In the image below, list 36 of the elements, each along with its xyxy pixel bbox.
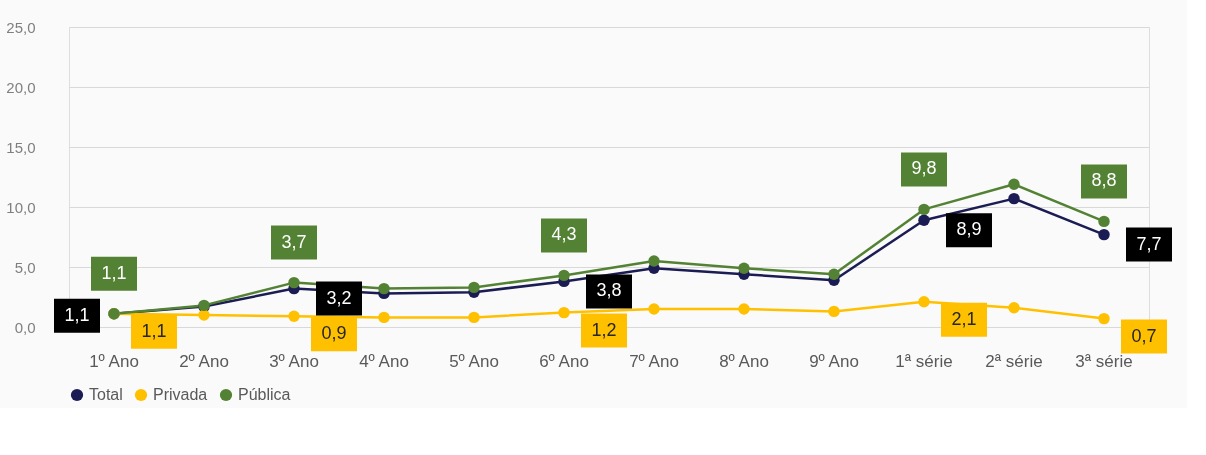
x-tick-label: 2º Ano [179,351,229,371]
x-tick-label: 8º Ano [719,351,769,371]
x-tick-label: 1º Ano [89,351,139,371]
data-label: 1,1 [64,304,90,325]
y-tick-label: 10,0 [6,198,36,216]
y-tick-label: 5,0 [14,258,36,276]
x-tick-label: 5º Ano [449,351,499,371]
x-tick-label: 3ª série [1075,351,1133,371]
legend-label: Total [89,386,123,403]
data-label: 3,2 [326,287,352,308]
data-label: 3,8 [596,280,622,301]
x-tick-label: 6º Ano [539,351,589,371]
data-label: 1,2 [591,319,617,340]
x-tick-label: 1ª série [895,351,953,371]
y-tick-label: 25,0 [6,18,36,36]
legend-label: Pública [238,386,291,403]
x-tick-label: 7º Ano [629,351,679,371]
x-tick-label: 4º Ano [359,351,409,371]
y-tick-label: 20,0 [6,78,36,96]
data-label: 3,7 [281,231,307,252]
data-label: 8,8 [1091,170,1117,191]
data-label: 4,3 [551,224,577,245]
x-tick-label: 9º Ano [809,351,859,371]
data-label: 9,8 [911,158,937,179]
data-label: 0,9 [321,323,347,344]
x-tick-label: 3º Ano [269,351,319,371]
y-tick-label: 0,0 [14,318,36,336]
y-tick-label: 15,0 [6,138,36,156]
data-label: 1,1 [101,262,127,283]
data-label: 7,7 [1136,233,1162,254]
data-label: 0,7 [1131,325,1157,346]
legend-label: Privada [153,386,208,403]
data-label: 2,1 [951,308,977,329]
data-label: 1,1 [141,320,167,341]
x-tick-label: 2ª série [985,351,1043,371]
data-label: 8,9 [956,219,982,240]
